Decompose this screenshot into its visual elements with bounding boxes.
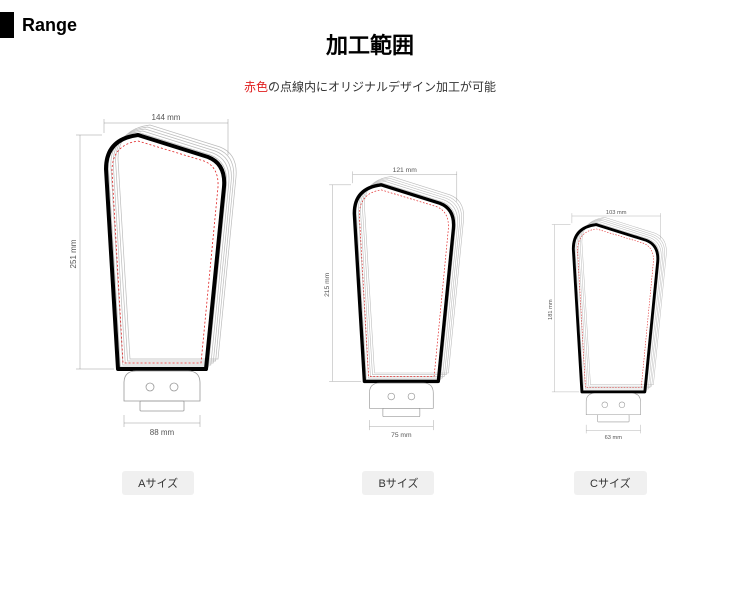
trophy-diagram: 121 mm 215 mm 75 mm (314, 163, 482, 449)
subtitle: 赤色の点線内にオリジナルデザイン加工が可能 (0, 78, 740, 95)
svg-text:251 mm: 251 mm (69, 239, 78, 268)
svg-text:75 mm: 75 mm (392, 432, 413, 439)
svg-text:63 mm: 63 mm (604, 435, 622, 441)
page-title: 加工範囲 (0, 28, 740, 60)
size-figure: 121 mm 215 mm 75 mm Bサイズ (314, 163, 482, 495)
subtitle-red: 赤色 (244, 80, 268, 94)
svg-text:215 mm: 215 mm (325, 273, 332, 298)
trophy-diagram: 103 mm 181 mm 63 mm (539, 206, 682, 449)
svg-text:181 mm: 181 mm (548, 299, 554, 320)
figures-row: 144 mm 251 mm 88 mm Aサイズ 121 mm 215 mm 7… (30, 125, 710, 495)
size-figure: 144 mm 251 mm 88 mm Aサイズ (58, 109, 258, 495)
range-label: Range (22, 15, 77, 36)
trophy-diagram: 144 mm 251 mm 88 mm (58, 109, 258, 449)
size-label: Bサイズ (362, 471, 434, 495)
size-label: Aサイズ (122, 471, 194, 495)
header-accent-bar (0, 12, 14, 38)
svg-text:144 mm: 144 mm (152, 113, 181, 122)
size-figure: 103 mm 181 mm 63 mm Cサイズ (539, 206, 682, 495)
svg-text:88 mm: 88 mm (150, 428, 175, 437)
size-label: Cサイズ (574, 471, 647, 495)
svg-text:121 mm: 121 mm (393, 168, 418, 175)
svg-text:103 mm: 103 mm (606, 210, 627, 216)
subtitle-rest: の点線内にオリジナルデザイン加工が可能 (268, 80, 496, 94)
